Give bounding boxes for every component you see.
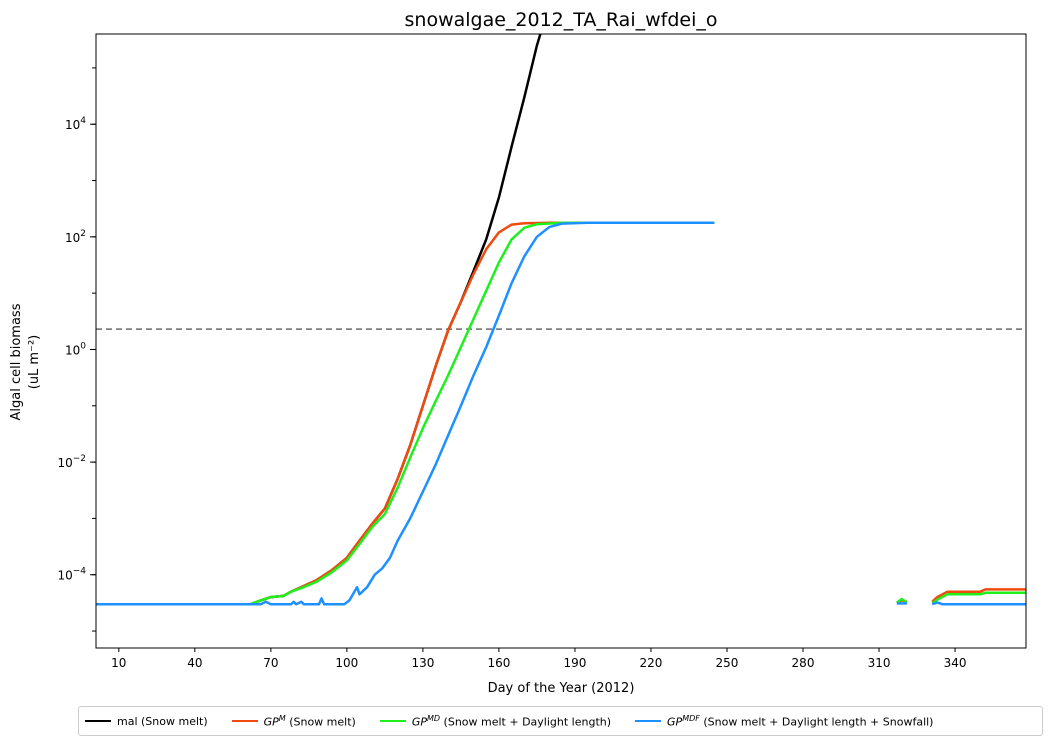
y-tick-label: 10−4 — [57, 567, 86, 583]
legend-item-2: GPM (Snow melt) — [231, 713, 356, 729]
x-tick-label: 100 — [335, 656, 358, 670]
legend-swatch — [231, 720, 258, 722]
y-tick-label: 100 — [65, 341, 86, 357]
legend-item-1: mal (Snow melt) — [85, 715, 208, 728]
y-axis-unit-label: (uL m⁻²) — [27, 335, 42, 390]
legend-label: GPM (Snow melt) — [263, 713, 356, 729]
x-tick-label: 280 — [792, 656, 815, 670]
series-3-line-segment — [896, 597, 908, 604]
series-4 — [96, 221, 1026, 606]
y-axis-label-text: Algal cell biomass — [9, 303, 24, 420]
x-tick-label: 10 — [111, 656, 126, 670]
legend-swatch — [85, 720, 111, 722]
series-4-line-segment — [96, 221, 715, 606]
x-tick-label: 190 — [563, 656, 586, 670]
x-tick-label: 250 — [716, 656, 739, 670]
x-tick-label: 70 — [263, 656, 278, 670]
series-2-line-segment — [931, 588, 1026, 603]
y-tick-label: 104 — [65, 116, 86, 132]
series-3-line-segment — [96, 221, 715, 606]
y-axis-label: Algal cell biomass (uL m⁻²) — [9, 303, 42, 420]
legend-item-4: GPMDF (Snow melt + Daylight length + Sno… — [635, 713, 934, 729]
series-2 — [96, 221, 1026, 606]
series-2-line-segment — [96, 221, 715, 606]
y-tick-label: 10−2 — [57, 454, 86, 470]
chart-legend: mal (Snow melt) GPM (Snow melt) GPMD (Snow… — [78, 706, 1043, 736]
legend-item-3: GPMD (Snow melt + Daylight length) — [379, 713, 612, 729]
y-axis-ticks: 10−4 10−2 100 102 104 — [57, 67, 96, 632]
x-tick-label: 160 — [487, 656, 510, 670]
x-tick-label: 130 — [411, 656, 434, 670]
plot-area-frame — [95, 33, 1027, 649]
legend-label: GPMDF (Snow melt + Daylight length + Sno… — [667, 713, 934, 729]
y-tick-label: 102 — [65, 229, 86, 245]
legend-label: mal (Snow melt) — [117, 714, 208, 728]
x-tick-label: 40 — [187, 656, 202, 670]
x-axis-label: Day of the Year (2012) — [488, 681, 635, 696]
series-4-line-segment — [931, 601, 1026, 606]
legend-swatch — [635, 720, 662, 722]
legend-label: GPMD (Snow melt + Daylight length) — [411, 713, 612, 729]
series-layer — [96, 34, 1026, 606]
x-axis-ticks: 10 40 70 100 130 160 190 220 250 280 310 340 — [111, 648, 966, 670]
legend-swatch — [379, 720, 406, 722]
series-3 — [96, 221, 1026, 606]
x-tick-label: 220 — [640, 656, 663, 670]
x-tick-label: 340 — [944, 656, 967, 670]
x-tick-label: 310 — [868, 656, 891, 670]
chart-title: snowalgae_2012_TA_Rai_wfdei_o — [405, 9, 718, 31]
series-3-line-segment — [931, 591, 1026, 605]
